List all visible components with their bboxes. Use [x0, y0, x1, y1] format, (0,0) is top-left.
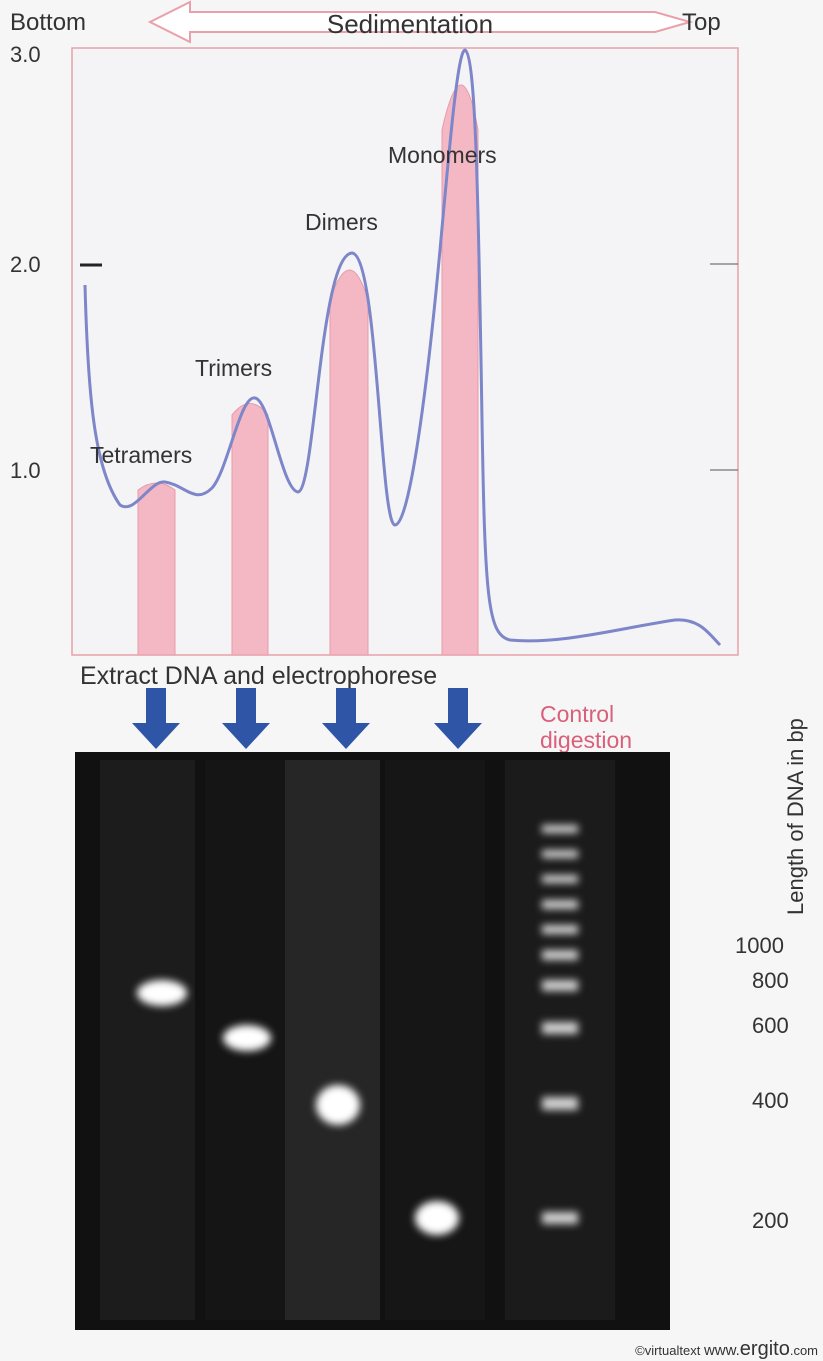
lane: [285, 760, 380, 1320]
ladder-band: [542, 900, 578, 909]
peak-label: Trimers: [195, 355, 272, 381]
credit-brand: ergito: [740, 1338, 790, 1360]
credit-site: www.: [703, 1342, 740, 1359]
band: [316, 1085, 360, 1125]
lane: [100, 760, 195, 1320]
credit-suffix: .com: [790, 1343, 818, 1358]
band: [223, 1025, 271, 1051]
control-label: Control: [540, 701, 614, 727]
ladder-band: [542, 925, 578, 934]
fraction-trimers: [232, 404, 268, 656]
band: [415, 1201, 459, 1235]
fraction-dimers: [330, 270, 368, 655]
ladder-band: [542, 1212, 578, 1224]
size-label: 600: [752, 1013, 789, 1038]
header-right: Top: [682, 9, 721, 36]
ladder-band: [542, 980, 578, 991]
credit-prefix: ©virtualtext: [635, 1343, 701, 1358]
band: [137, 980, 187, 1006]
y-tick-label: 2.0: [10, 252, 41, 277]
lane: [385, 760, 485, 1320]
peak-label: Monomers: [388, 142, 497, 168]
header-left: Bottom: [10, 9, 86, 36]
figure: Bottom Sedimentation Top 3.0 2.0 1.0 Tet…: [0, 0, 823, 1361]
peak-label: Dimers: [305, 209, 378, 235]
ladder-band: [542, 825, 578, 833]
y-tick-label: 3.0: [10, 42, 41, 67]
ladder-band: [542, 950, 578, 960]
size-label: 800: [752, 968, 789, 993]
size-label: 1000: [735, 933, 784, 958]
control-label: digestion: [540, 727, 632, 753]
size-label: 400: [752, 1088, 789, 1113]
y-tick-label: 1.0: [10, 458, 41, 483]
gel-caption: Extract DNA and electrophorese: [80, 662, 437, 690]
lane: [505, 760, 615, 1320]
ladder-band: [542, 1022, 578, 1034]
size-label: 200: [752, 1208, 789, 1233]
header-center: Sedimentation: [327, 9, 493, 39]
gel-axis-label: Length of DNA in bp: [783, 718, 808, 915]
ladder-band: [542, 875, 578, 883]
ladder-band: [542, 850, 578, 858]
fraction-tetramers: [138, 483, 175, 655]
peak-label: Tetramers: [90, 442, 192, 468]
ladder-band: [542, 1097, 578, 1110]
